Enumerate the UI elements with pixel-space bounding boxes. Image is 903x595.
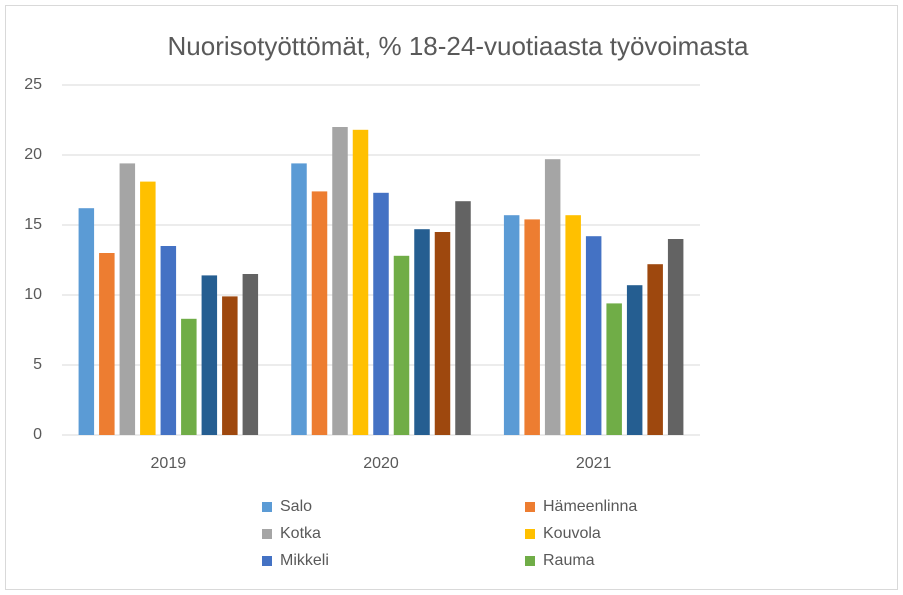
bar: [647, 264, 663, 435]
bar: [524, 219, 540, 435]
bar: [78, 208, 95, 435]
legend-swatch: [525, 502, 535, 512]
x-tick-label: 2021: [576, 455, 612, 472]
bar: [160, 246, 177, 435]
bar: [352, 129, 369, 436]
x-tick-label: 2020: [363, 455, 399, 472]
bar: [119, 163, 136, 435]
y-tick-label: 15: [24, 216, 42, 233]
bar: [414, 229, 430, 435]
bar: [434, 232, 451, 435]
bar: [393, 255, 410, 435]
bar: [242, 274, 259, 435]
bar: [222, 296, 238, 435]
legend-swatch: [525, 556, 535, 566]
y-tick-label: 10: [24, 286, 42, 303]
y-tick-label: 0: [33, 426, 42, 443]
bar: [565, 215, 581, 435]
bar: [606, 303, 622, 435]
bar: [311, 191, 328, 435]
bar: [140, 181, 156, 435]
bar: [99, 253, 115, 435]
bar: [201, 275, 218, 435]
legend-label: Kouvola: [543, 525, 601, 542]
legend-label: Kotka: [280, 525, 321, 542]
y-tick-label: 25: [24, 76, 42, 93]
legend-label: Mikkeli: [280, 552, 329, 569]
y-tick-label: 20: [24, 146, 42, 163]
bar: [455, 201, 471, 435]
bar: [626, 285, 643, 435]
legend-swatch: [262, 502, 272, 512]
chart-frame: [5, 5, 898, 590]
bar: [503, 215, 520, 435]
legend-label: Hämeenlinna: [543, 498, 637, 515]
legend-swatch: [262, 556, 272, 566]
bar: [181, 318, 197, 435]
bar: [544, 159, 561, 435]
legend-label: Rauma: [543, 552, 595, 569]
legend-swatch: [525, 529, 535, 539]
bar: [373, 192, 389, 435]
chart-title: Nuorisotyöttömät, % 18-24-vuotiaasta työ…: [168, 31, 749, 61]
bar: [291, 163, 307, 435]
legend-label: Salo: [280, 498, 312, 515]
y-tick-label: 5: [33, 356, 42, 373]
bar: [332, 127, 348, 435]
bar: [585, 236, 602, 435]
x-tick-label: 2019: [151, 455, 187, 472]
bar: [667, 239, 684, 435]
legend-swatch: [262, 529, 272, 539]
